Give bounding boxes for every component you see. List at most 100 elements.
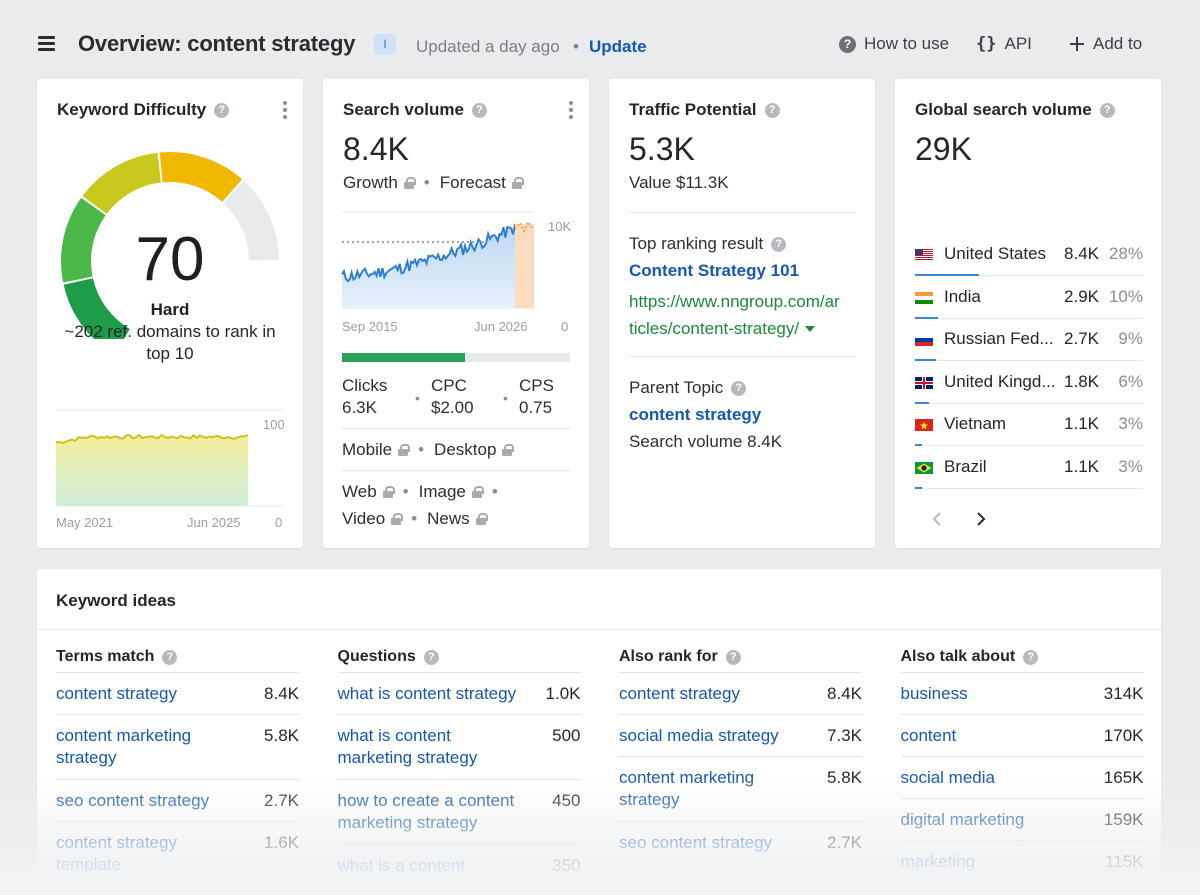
country-row[interactable]: India 2.9K 10% [915, 277, 1143, 319]
country-share-bar [915, 401, 929, 404]
desktop-label[interactable]: Desktop [434, 440, 497, 459]
keyword-link[interactable]: content strategy [619, 684, 740, 703]
help-icon[interactable]: ? [764, 102, 780, 118]
keyword-difficulty-card: Keyword Difficulty ? 70 Hard ~202 ref. d… [37, 79, 303, 548]
menu-icon[interactable] [38, 36, 55, 51]
keyword-link[interactable]: what is content marketing strategy [337, 726, 478, 767]
sv-history-area [342, 223, 515, 308]
keyword-link[interactable]: social media strategy [619, 726, 779, 745]
mobile-label[interactable]: Mobile [342, 440, 393, 459]
keyword-row: social media strategy 7.3K [619, 714, 862, 756]
top-result-url-line1: https://www.nngroup.com/ar [629, 292, 840, 311]
flag-icon [915, 291, 933, 304]
kebab-icon[interactable] [569, 101, 573, 122]
image-label[interactable]: Image [418, 482, 466, 501]
api-button[interactable]: {} API [976, 34, 1032, 54]
country-row[interactable]: Vietnam 1.1K 3% [915, 404, 1143, 446]
keyword-link[interactable]: seo content strategy [56, 791, 210, 810]
caret-down-icon[interactable] [805, 325, 816, 333]
update-link[interactable]: Update [589, 37, 647, 56]
add-to-button[interactable]: Add to [1069, 34, 1142, 54]
country-row[interactable]: Russian Fed... 2.7K 9% [915, 319, 1143, 361]
separator-dot: • [503, 390, 508, 406]
keyword-link[interactable]: how to create a content marketing strate… [337, 791, 515, 832]
forecast-label[interactable]: Forecast [439, 173, 506, 192]
gsv-value: 29K [915, 131, 972, 167]
column-header-label: Also rank for [619, 648, 718, 665]
country-row[interactable]: United Kingd... 1.8K 6% [915, 362, 1143, 404]
country-row[interactable]: United States 8.4K 28% [915, 234, 1143, 276]
intent-badge[interactable]: I [374, 34, 396, 55]
kd-history-area [56, 435, 248, 506]
help-icon[interactable]: ? [214, 102, 230, 118]
flag-icon [915, 376, 933, 389]
keyword-link[interactable]: marketing [900, 852, 976, 871]
news-label[interactable]: News [427, 509, 470, 528]
lock-icon [471, 486, 484, 498]
keyword-link[interactable]: social media [900, 768, 996, 787]
keyword-link[interactable]: content [900, 726, 957, 745]
help-icon[interactable]: ? [471, 102, 487, 118]
flag-icon [915, 461, 933, 474]
keyword-row: how to create a content marketing strate… [337, 779, 581, 844]
column-header-label: Questions [337, 648, 416, 665]
keyword-row: business 314K [900, 672, 1144, 714]
keyword-link[interactable]: what is a content [337, 856, 466, 875]
chevron-left-icon[interactable] [931, 511, 943, 527]
keyword-volume: 5.8K [827, 768, 862, 787]
keyword-link[interactable]: digital marketing [900, 810, 1025, 829]
help-icon[interactable]: ? [731, 380, 747, 396]
how-to-use-label: How to use [864, 34, 950, 53]
country-volume: 1.1K [1064, 456, 1099, 476]
kebab-icon[interactable] [283, 101, 287, 122]
gsv-title-text: Global search volume [915, 100, 1092, 119]
sv-title: Search volume ? [343, 100, 487, 120]
keyword-link[interactable]: seo content strategy [619, 833, 773, 852]
country-volume: 8.4K [1064, 244, 1099, 263]
help-icon[interactable]: ? [162, 649, 178, 665]
traffic-potential-card: Traffic Potential ? 5.3K Value $11.3K To… [609, 79, 875, 548]
country-name: United Kingd... [944, 371, 1056, 391]
add-to-label: Add to [1093, 34, 1143, 53]
keyword-link[interactable]: content marketing strategy [619, 768, 755, 809]
help-icon[interactable]: ? [1099, 102, 1115, 118]
parent-topic-link[interactable]: content strategy [629, 405, 762, 424]
top-result-url[interactable]: https://www.nngroup.com/ar ticles/conten… [629, 288, 859, 342]
keyword-link[interactable]: content marketing strategy [56, 726, 192, 767]
keyword-link[interactable]: content strategy [56, 684, 177, 703]
country-percent: 3% [1118, 414, 1143, 433]
web-label[interactable]: Web [342, 482, 377, 501]
help-icon[interactable]: ? [423, 649, 439, 665]
row-divider [915, 317, 1143, 319]
gauge-segment [82, 152, 161, 214]
country-row[interactable]: Brazil 1.1K 3% [915, 447, 1143, 489]
keyword-volume: 8.4K [264, 684, 299, 703]
lock-icon [502, 444, 515, 456]
keyword-volume: 165K [1103, 768, 1144, 787]
video-label[interactable]: Video [342, 509, 386, 528]
help-icon[interactable]: ? [1023, 649, 1039, 665]
help-icon[interactable]: ? [725, 649, 741, 665]
keyword-ideas-column: Also talk about? business 314K content 170K s… [900, 629, 1144, 882]
top-result-title[interactable]: Content Strategy 101 [629, 261, 800, 280]
keyword-link[interactable]: content strategy template [56, 833, 177, 874]
help-icon[interactable]: ? [771, 236, 787, 252]
keyword-link[interactable]: business [900, 684, 968, 703]
row-divider [915, 360, 1143, 361]
country-percent: 6% [1118, 371, 1143, 391]
country-share-bar [915, 444, 922, 446]
keyword-link[interactable]: what is content strategy [337, 684, 517, 703]
help-icon: ? [839, 35, 856, 53]
growth-label[interactable]: Growth [343, 173, 398, 192]
chevron-right-icon[interactable] [975, 511, 987, 527]
braces-icon: {} [976, 34, 997, 54]
api-label: API [1004, 34, 1032, 53]
how-to-use-button[interactable]: ? How to use [839, 34, 949, 54]
flag-icon [915, 333, 933, 346]
tp-title: Traffic Potential ? [629, 100, 780, 120]
sv-value: 8.4K [343, 131, 409, 167]
divider [342, 428, 570, 429]
country-share-bar [915, 359, 936, 361]
keyword-row: seo content strategy 2.7K [56, 779, 299, 821]
parent-topic-heading: Parent Topic ? [629, 378, 747, 398]
